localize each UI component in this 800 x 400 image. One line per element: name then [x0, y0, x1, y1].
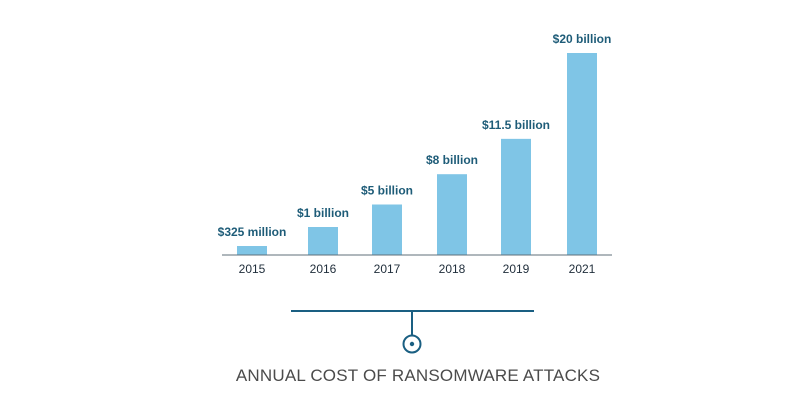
- bar-2018: [437, 174, 467, 255]
- chart-title: ANNUAL COST OF RANSOMWARE ATTACKS: [235, 366, 601, 385]
- data-label-2016: $1 billion: [297, 206, 349, 220]
- x-tick-label-2021: 2021: [569, 262, 596, 276]
- bar-2015: [237, 246, 267, 255]
- bar-2017: [372, 204, 402, 255]
- data-label-2019: $11.5 billion: [482, 118, 550, 132]
- data-label-2017: $5 billion: [361, 184, 413, 198]
- caption-connector: [291, 310, 534, 354]
- data-label-2021: $20 billion: [553, 32, 612, 46]
- tick-labels-layer: 2015 2016 2017 2018 2019 2021: [239, 262, 596, 276]
- data-label-2018: $8 billion: [426, 153, 478, 167]
- data-labels-layer: $325 million $1 billion $5 billion $8 billi…: [218, 32, 612, 239]
- x-tick-label-2015: 2015: [239, 262, 266, 276]
- x-tick-label-2017: 2017: [374, 262, 401, 276]
- bars-layer: [237, 53, 597, 255]
- bar-2016: [308, 227, 338, 255]
- x-tick-label-2018: 2018: [439, 262, 466, 276]
- x-tick-label-2019: 2019: [503, 262, 530, 276]
- bar-2019: [501, 138, 531, 255]
- bar-2021: [567, 53, 597, 255]
- x-tick-label-2016: 2016: [310, 262, 337, 276]
- connector-dot-icon: [409, 341, 415, 347]
- data-label-2015: $325 million: [218, 225, 287, 239]
